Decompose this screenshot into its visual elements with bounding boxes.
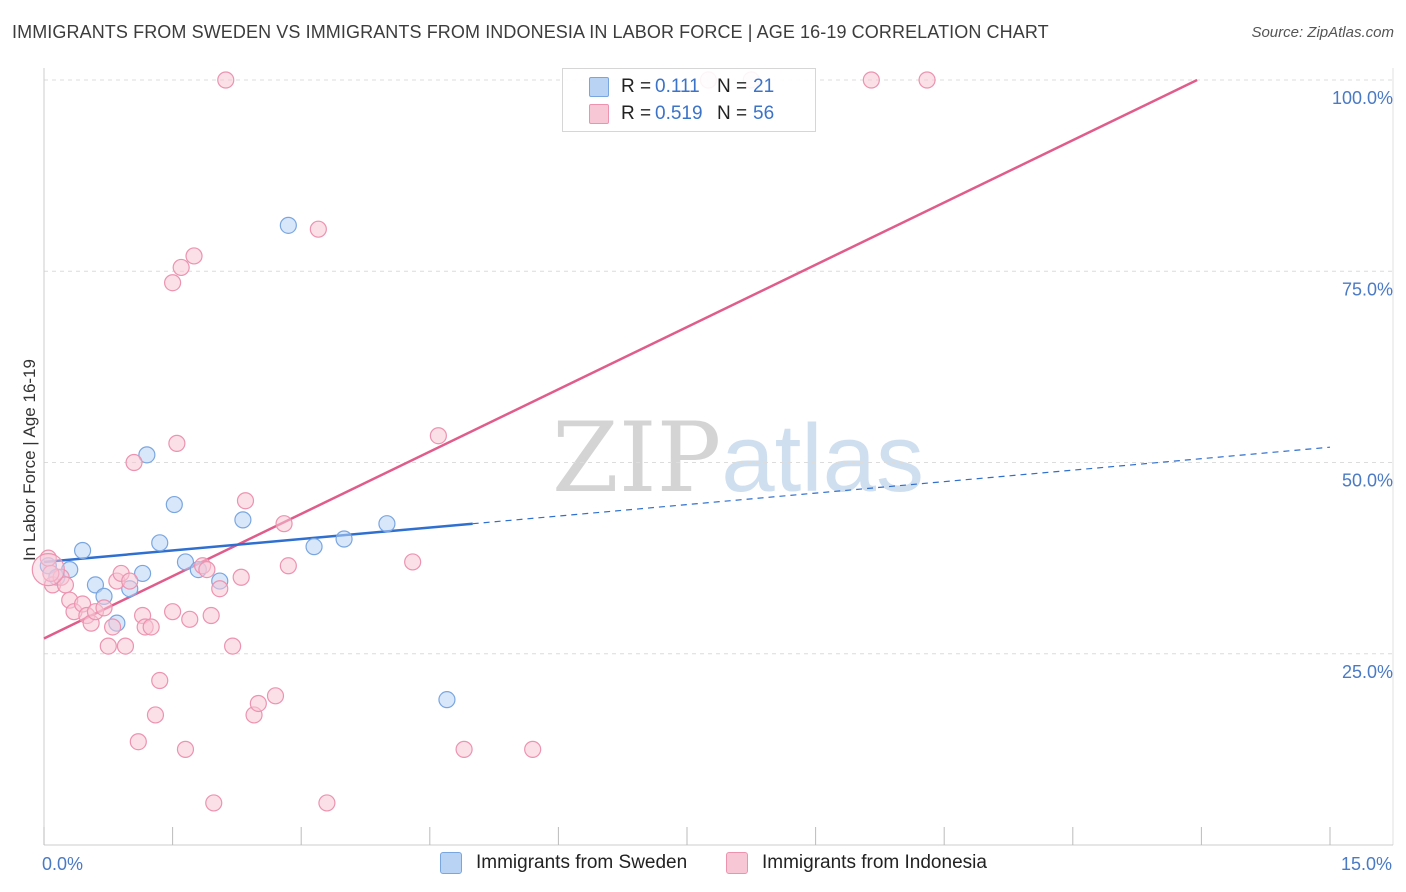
indonesia-point (404, 553, 422, 571)
y-tick-label: 25.0% (1342, 662, 1393, 682)
indonesia-point (142, 618, 160, 636)
indonesia-point (176, 740, 195, 758)
sweden-point (133, 564, 152, 583)
indonesia-point (146, 706, 165, 724)
sweden-r-value: 0.111 (655, 76, 700, 97)
trend-lines (43, 78, 1331, 640)
axes (43, 68, 1394, 846)
sweden-legend-label: Immigrants from Sweden (476, 852, 688, 873)
source-label: Source: ZipAtlas.com (1251, 24, 1394, 41)
indonesia-n-value: 56 (753, 103, 775, 124)
legend-row-indonesia: R = 0.519 N = 56 (589, 101, 774, 127)
n-label: N = (717, 76, 748, 97)
indonesia-point (249, 694, 267, 713)
sweden-point (165, 495, 183, 514)
indonesia-point (205, 794, 223, 812)
indonesia-point (168, 434, 186, 452)
indonesia-point (164, 603, 182, 621)
sweden-point (335, 530, 353, 548)
sweden-n-value: 21 (753, 76, 775, 97)
indonesia-point (202, 606, 220, 625)
sweden-point (378, 515, 396, 533)
indonesia-point (211, 580, 229, 598)
indonesia-point (164, 274, 182, 292)
legend-item-indonesia[interactable]: Immigrants from Indonesia (726, 852, 987, 874)
indonesia-point (266, 687, 285, 705)
indonesia-point (455, 740, 473, 758)
legend-item-sweden[interactable]: Immigrants from Sweden (440, 852, 687, 874)
indonesia-point (862, 71, 880, 89)
gridlines (44, 79, 1395, 655)
r-label: R = (621, 103, 652, 124)
indonesia-point (121, 572, 139, 590)
indonesia-point (275, 515, 293, 533)
indonesia-point (172, 258, 190, 277)
sweden-point (151, 534, 169, 552)
watermark: ZIPatlas (552, 402, 924, 514)
series-legend: Immigrants from Sweden Immigrants from I… (0, 852, 1406, 878)
chart-title: IMMIGRANTS FROM SWEDEN VS IMMIGRANTS FRO… (12, 22, 1049, 42)
x-tick-label: 0.0% (42, 854, 83, 874)
indonesia-point (217, 71, 235, 89)
sweden-swatch (589, 77, 609, 97)
sweden-point (176, 553, 195, 571)
indonesia-swatch (589, 104, 609, 124)
x-tick-label: 15.0% (1341, 854, 1392, 874)
y-tick-label: 50.0% (1342, 471, 1393, 491)
watermark-zip: ZIP (552, 402, 722, 514)
indonesia-point (198, 560, 216, 579)
sweden-trend-line (43, 522, 473, 564)
sweden-point (305, 538, 323, 556)
watermark-atlas: atlas (721, 405, 924, 512)
indonesia-point (224, 637, 242, 655)
indonesia-point (103, 618, 122, 636)
indonesia-point (279, 557, 297, 575)
sweden-point (73, 541, 92, 560)
r-label: R = (621, 76, 652, 97)
indonesia-legend-swatch (726, 852, 748, 874)
indonesia-point (116, 637, 135, 655)
stats-legend: R = 0.111 N = 21 R = 0.519 N = 56 (562, 68, 816, 132)
indonesia-cluster-point (31, 552, 65, 587)
indonesia-point (125, 453, 143, 472)
indonesia-point (524, 740, 542, 758)
indonesia-point (129, 733, 147, 751)
indonesia-point (42, 564, 60, 583)
indonesia-legend-label: Immigrants from Indonesia (762, 852, 987, 873)
tick-labels: 25.0% 50.0% 75.0% 100.0% 0.0% 15.0% (42, 88, 1393, 874)
indonesia-trend-line (43, 78, 1198, 640)
sweden-point (438, 691, 456, 709)
indonesia-point (181, 610, 199, 628)
indonesia-point (429, 427, 447, 445)
sweden-point (86, 576, 105, 594)
indonesia-point (95, 599, 113, 617)
indonesia-point (918, 71, 936, 89)
legend-row-sweden: R = 0.111 N = 21 (589, 74, 774, 100)
y-tick-label: 75.0% (1342, 279, 1393, 299)
indonesia-r-value: 0.519 (655, 103, 703, 124)
data-points (31, 71, 936, 812)
indonesia-point (151, 671, 169, 690)
indonesia-point (99, 637, 117, 655)
sweden-point (234, 511, 252, 529)
sweden-trend-extension (472, 446, 1331, 525)
indonesia-point (236, 492, 255, 510)
indonesia-point (232, 568, 250, 586)
n-label: N = (717, 103, 748, 124)
sweden-point (138, 446, 156, 464)
y-tick-label: 100.0% (1332, 88, 1393, 108)
sweden-point (279, 216, 297, 234)
indonesia-point (318, 794, 336, 812)
indonesia-point (185, 247, 203, 265)
sweden-legend-swatch (440, 852, 462, 874)
indonesia-point (309, 220, 327, 238)
